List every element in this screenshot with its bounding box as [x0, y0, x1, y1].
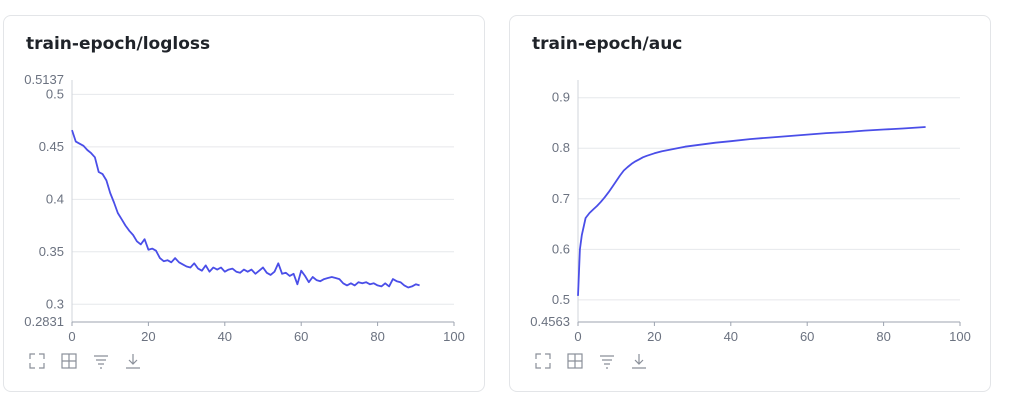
- y-limit-label: 0.5137: [24, 72, 64, 87]
- expand-icon[interactable]: [26, 350, 48, 372]
- chart-toolbar: [26, 350, 144, 372]
- x-tick-label: 0: [574, 329, 581, 344]
- chart-title: train-epoch/auc: [532, 34, 683, 54]
- x-tick-label: 100: [949, 329, 971, 344]
- expand-icon[interactable]: [532, 350, 554, 372]
- chart-toolbar: [532, 350, 650, 372]
- download-icon[interactable]: [122, 350, 144, 372]
- y-tick-label: 0.6: [552, 241, 570, 256]
- y-tick-label: 0.7: [552, 191, 570, 206]
- y-tick-label: 0.5: [552, 292, 570, 307]
- y-limit-label: 0.2831: [24, 314, 64, 329]
- y-tick-label: 0.9: [552, 90, 570, 105]
- auc-chart: 0.5 0.6 0.7 0.8 0.9 0.4563 0 20 40 60 80 100: [530, 80, 971, 344]
- x-tick-label: 100: [443, 329, 465, 344]
- y-tick-label: 0.8: [552, 140, 570, 155]
- x-tick-label: 40: [724, 329, 738, 344]
- chart-card-auc: train-epoch/auc 0.5 0.6 0.7 0.8 0.9 0.4563 0 20…: [509, 15, 991, 392]
- y-tick-label: 0.3: [46, 296, 64, 311]
- x-tick-label: 80: [876, 329, 890, 344]
- y-tick-label: 0.45: [39, 139, 64, 154]
- series-line: [71, 129, 420, 289]
- x-tick-label: 80: [370, 329, 384, 344]
- filter-icon[interactable]: [90, 350, 112, 372]
- x-tick-label: 60: [294, 329, 308, 344]
- fit-view-icon[interactable]: [564, 350, 586, 372]
- y-limit-label: 0.4563: [530, 314, 570, 329]
- download-icon[interactable]: [628, 350, 650, 372]
- x-tick-label: 60: [800, 329, 814, 344]
- y-tick-label: 0.4: [46, 191, 64, 206]
- fit-view-icon[interactable]: [58, 350, 80, 372]
- chart-card-logloss: train-epoch/logloss 0.3 0.35 0.4 0.45 0.5 0.2…: [3, 15, 485, 392]
- chart-title: train-epoch/logloss: [26, 34, 211, 54]
- x-tick-label: 20: [141, 329, 155, 344]
- y-tick-label: 0.35: [39, 244, 64, 259]
- x-tick-label: 40: [218, 329, 232, 344]
- x-tick-label: 20: [647, 329, 661, 344]
- x-tick-label: 0: [68, 329, 75, 344]
- filter-icon[interactable]: [596, 350, 618, 372]
- logloss-chart: 0.3 0.35 0.4 0.45 0.5 0.2831 0.5137 0 20 40 60 80 10…: [24, 72, 465, 344]
- series-line: [577, 126, 926, 296]
- y-tick-label: 0.5: [46, 86, 64, 101]
